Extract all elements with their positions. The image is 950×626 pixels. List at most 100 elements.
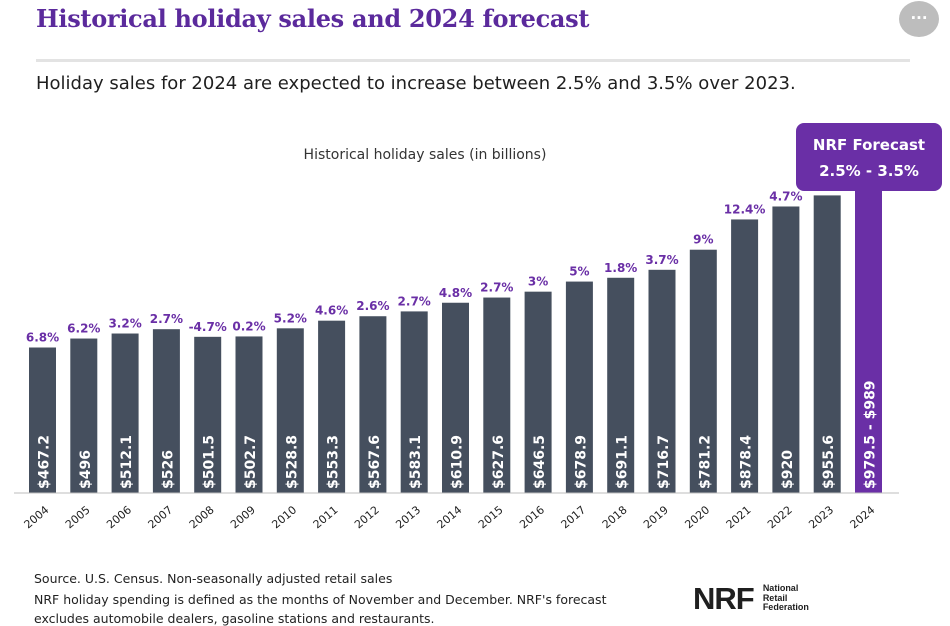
x-tick-label: 2008	[187, 503, 217, 531]
forecast-callout-range: 2.5% - 3.5%	[819, 162, 919, 180]
bar-chart: Historical holiday sales (in billions) $4…	[14, 123, 942, 531]
bar-value-label: $496	[78, 450, 94, 489]
bar	[565, 281, 593, 493]
x-tick-label: 2007	[146, 503, 176, 531]
bar-value-label: $878.4	[739, 435, 755, 489]
bar-value-label: $526	[160, 450, 176, 489]
growth-label: 12.4%	[724, 202, 766, 216]
bar-value-label: $583.1	[408, 435, 424, 489]
x-tick-label: 2022	[765, 503, 795, 531]
divider	[36, 59, 910, 62]
bar-value-label: $678.9	[573, 435, 589, 489]
growth-label: 2.6%	[356, 299, 389, 313]
bar-value-label: $512.1	[119, 435, 135, 489]
growth-label: 4.7%	[769, 189, 802, 203]
bar	[111, 333, 139, 493]
bar-value-label: $627.6	[491, 435, 507, 489]
bar	[29, 347, 56, 493]
bar	[194, 336, 222, 493]
bar-value-label: $955.6	[821, 435, 837, 489]
bar-value-label: $979.5 - $989	[863, 380, 879, 489]
x-tick-label: 2018	[600, 503, 630, 531]
nrf-logo: NRF National Retail Federation	[693, 581, 809, 616]
bar	[318, 320, 346, 493]
x-tick-label: 2016	[517, 503, 547, 531]
logo-text-line: Retail	[762, 592, 788, 603]
bar-value-label: $567.6	[367, 435, 383, 489]
bar	[70, 338, 98, 493]
bar	[648, 269, 676, 493]
x-tick-label: 2019	[641, 503, 671, 531]
bar	[483, 297, 511, 493]
growth-label: 1.8%	[604, 261, 637, 275]
growth-label: 5%	[569, 265, 589, 279]
source-line-2: NRF holiday spending is defined as the m…	[34, 592, 607, 607]
bar	[731, 219, 759, 494]
x-tick-label: 2023	[806, 503, 836, 531]
bar-value-label: $502.7	[243, 435, 259, 489]
page-title: Historical holiday sales and 2024 foreca…	[36, 4, 590, 33]
bar	[524, 291, 552, 493]
bar	[152, 329, 180, 493]
growth-label: 4.6%	[315, 304, 348, 318]
bar-value-label: $528.8	[284, 435, 300, 489]
x-tick-label: 2011	[311, 503, 341, 531]
x-tick-label: 2005	[63, 503, 93, 531]
bar-value-label: $920	[780, 450, 796, 489]
bar	[276, 328, 304, 493]
x-tick-label: 2024	[848, 503, 878, 531]
bar	[607, 277, 635, 493]
x-tick-label: 2017	[559, 503, 589, 531]
source-line-1: Source. U.S. Census. Non-seasonally adju…	[34, 571, 393, 586]
bar	[400, 311, 428, 493]
growth-label: 2.7%	[480, 281, 513, 295]
forecast-callout-title: NRF Forecast	[813, 136, 925, 154]
bar	[689, 249, 717, 493]
growth-label: 2.7%	[150, 312, 183, 326]
forecast-callout-pointer	[860, 191, 877, 199]
growth-label: 3.2%	[108, 317, 141, 331]
more-options-button[interactable]: ···	[899, 1, 939, 37]
x-tick-label: 2020	[682, 503, 712, 531]
growth-label: 9%	[693, 233, 713, 247]
bar	[813, 195, 841, 493]
bar	[772, 206, 800, 493]
bar-value-label: $646.5	[532, 435, 548, 489]
x-tick-label: 2012	[352, 503, 382, 531]
growth-label: 6.2%	[67, 322, 100, 336]
x-tick-label: 2004	[22, 503, 52, 531]
growth-label: 2.7%	[398, 294, 431, 308]
bar-value-label: $691.1	[615, 435, 631, 489]
growth-label: -4.7%	[189, 320, 227, 334]
bar	[359, 316, 387, 493]
growth-label: 0.2%	[232, 319, 265, 333]
bar-value-label: $467.2	[37, 435, 53, 489]
source-line-3: excludes automobile dealers, gasoline st…	[34, 611, 435, 626]
x-tick-label: 2015	[476, 503, 506, 531]
bar-value-label: $610.9	[450, 435, 466, 489]
growth-label: 3.7%	[645, 253, 678, 267]
nrf-logo-mark: NRF	[693, 581, 755, 616]
bar-value-label: $781.2	[697, 435, 713, 489]
bar-value-label: $716.7	[656, 435, 672, 489]
logo-text-line: Federation	[762, 602, 809, 612]
growth-label: 6.8%	[26, 331, 59, 345]
x-tick-label: 2014	[435, 503, 465, 531]
forecast-callout	[796, 123, 942, 191]
bar	[442, 302, 469, 493]
chart-title: Historical holiday sales (in billions)	[304, 147, 547, 163]
nrf-logo-text: National Retail Federation	[762, 583, 809, 613]
x-tick-label: 2013	[393, 503, 423, 531]
growth-label: 4.8%	[439, 286, 472, 300]
bar-value-label: $501.5	[202, 435, 218, 489]
subtitle: Holiday sales for 2024 are expected to i…	[36, 73, 796, 94]
x-tick-label: 2006	[104, 503, 134, 531]
bar	[235, 336, 263, 493]
x-tick-label: 2009	[228, 503, 258, 531]
logo-text-line: National	[762, 583, 799, 593]
bar-value-label: $553.3	[326, 435, 342, 489]
forecast-bar	[855, 185, 882, 493]
growth-label: 5.2%	[274, 311, 307, 325]
x-tick-label: 2021	[724, 503, 754, 531]
growth-label: 3%	[528, 275, 548, 289]
